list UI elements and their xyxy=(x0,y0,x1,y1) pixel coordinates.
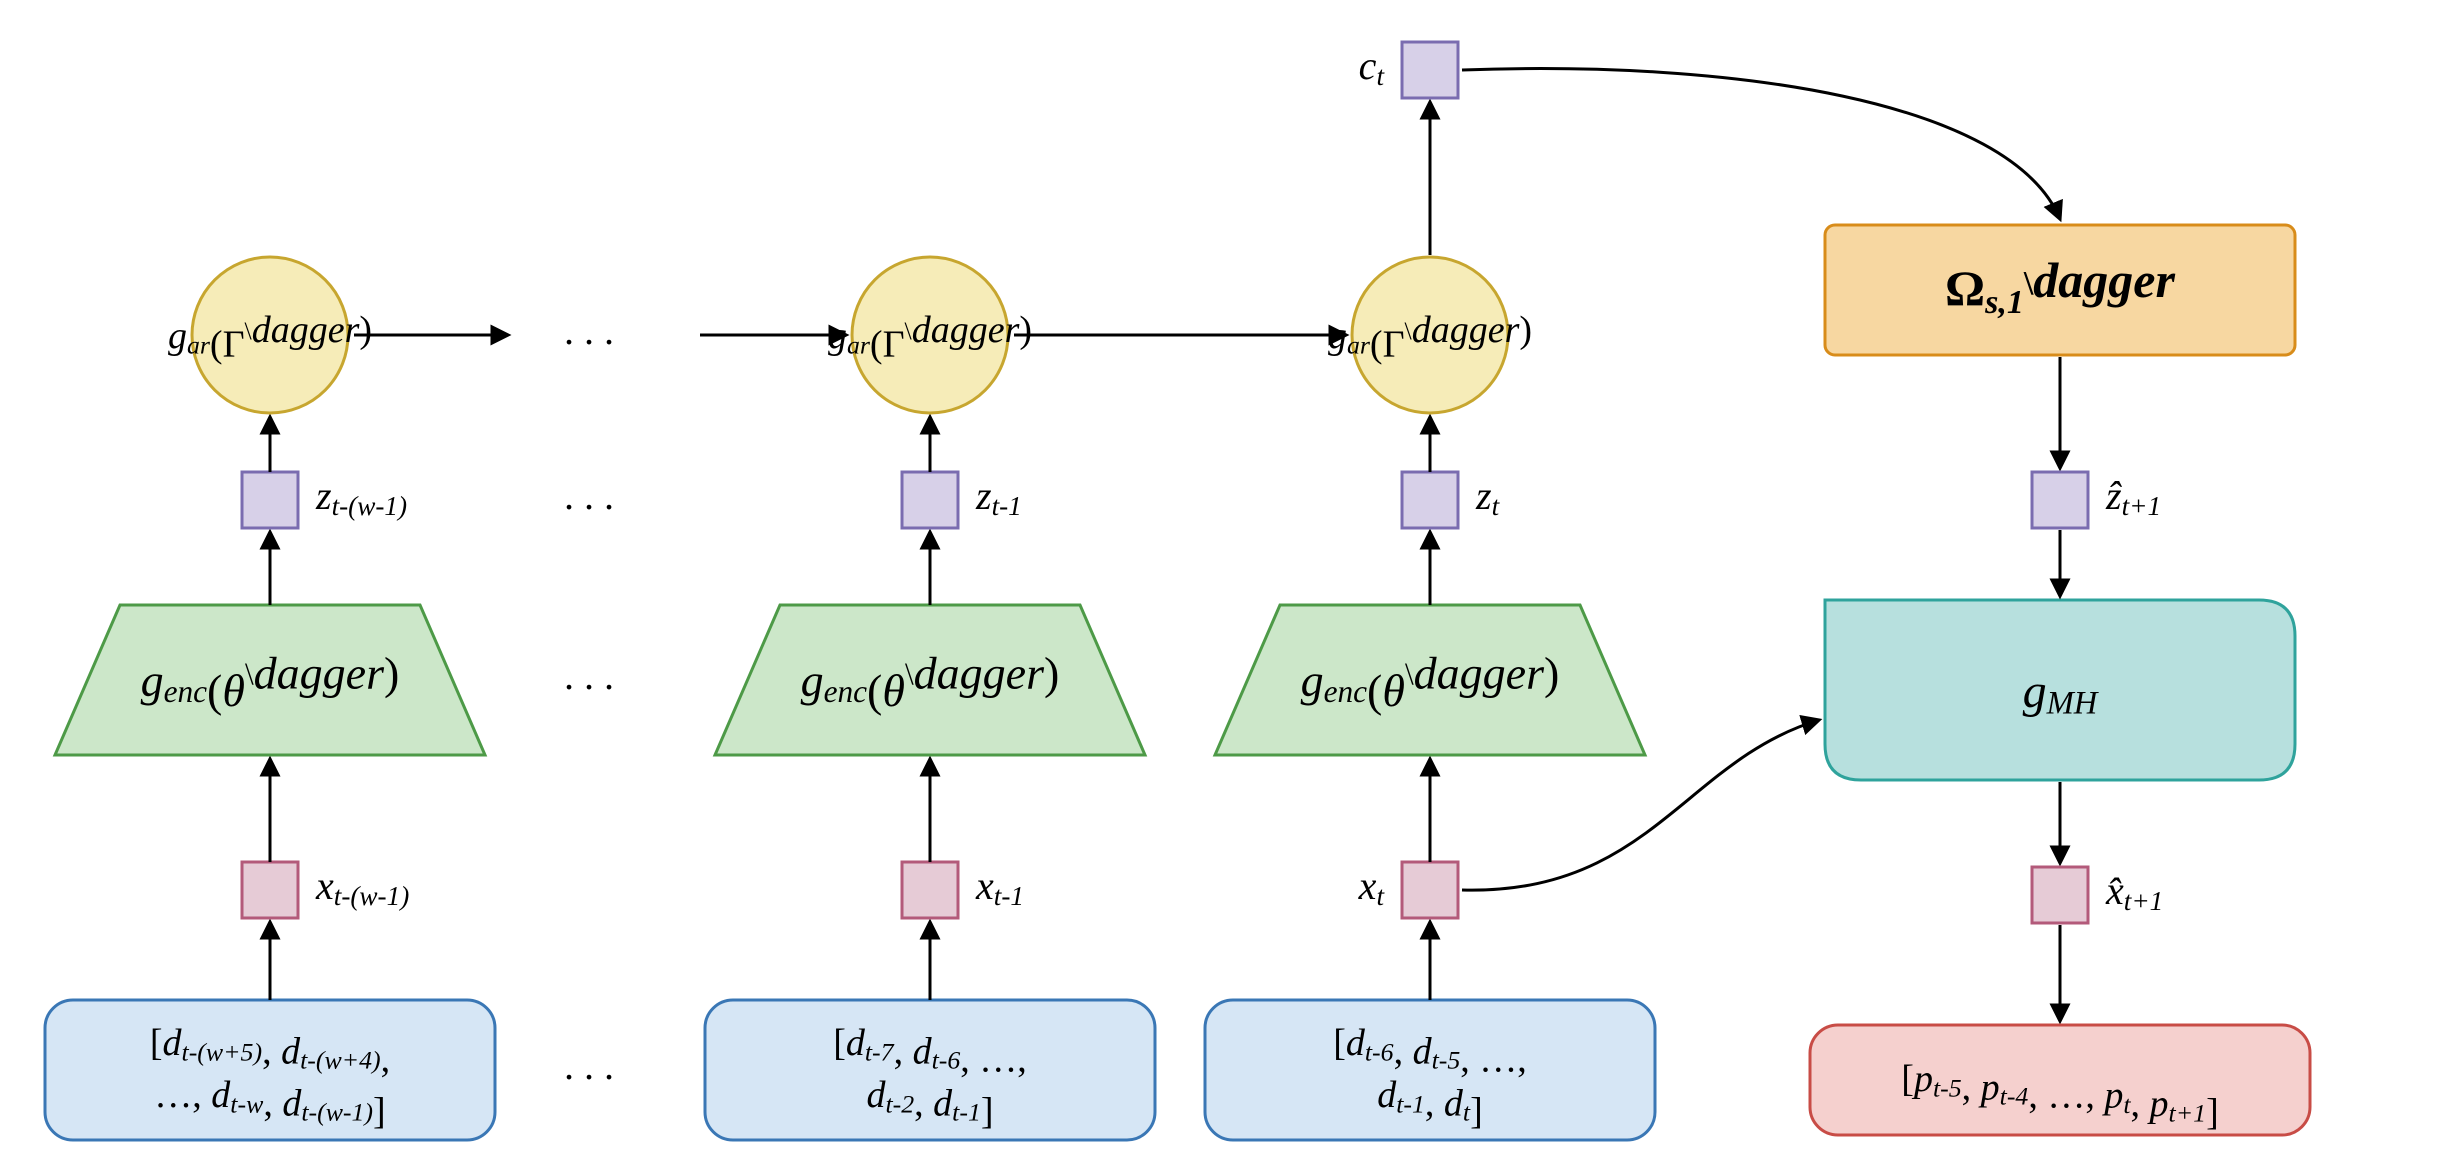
z-label-3: zt xyxy=(1475,473,1501,521)
x-node-1 xyxy=(242,862,298,918)
dots-z: . . . xyxy=(565,473,615,518)
ct-node xyxy=(1402,42,1458,98)
z-label-1: zt-(w-1) xyxy=(315,473,407,521)
ct-label: ct xyxy=(1359,43,1386,91)
x-label-2: xt-1 xyxy=(975,863,1024,911)
xhat-node xyxy=(2032,867,2088,923)
xhat-label: x̂t+1 xyxy=(2105,868,2163,916)
zhat-label: ẑt+1 xyxy=(2105,473,2161,521)
zhat-node xyxy=(2032,472,2088,528)
arrow-ct-omega xyxy=(1462,69,2060,219)
x-node-3 xyxy=(1402,862,1458,918)
dots-enc: . . . xyxy=(565,653,615,698)
z-node-2 xyxy=(902,472,958,528)
z-label-2: zt-1 xyxy=(975,473,1022,521)
dots-input: . . . xyxy=(565,1043,615,1088)
x-label-1: xt-(w-1) xyxy=(315,863,409,911)
z-node-1 xyxy=(242,472,298,528)
x-node-2 xyxy=(902,862,958,918)
x-label-3: xt xyxy=(1358,863,1386,911)
z-node-3 xyxy=(1402,472,1458,528)
dots-gar: . . . xyxy=(565,308,615,353)
